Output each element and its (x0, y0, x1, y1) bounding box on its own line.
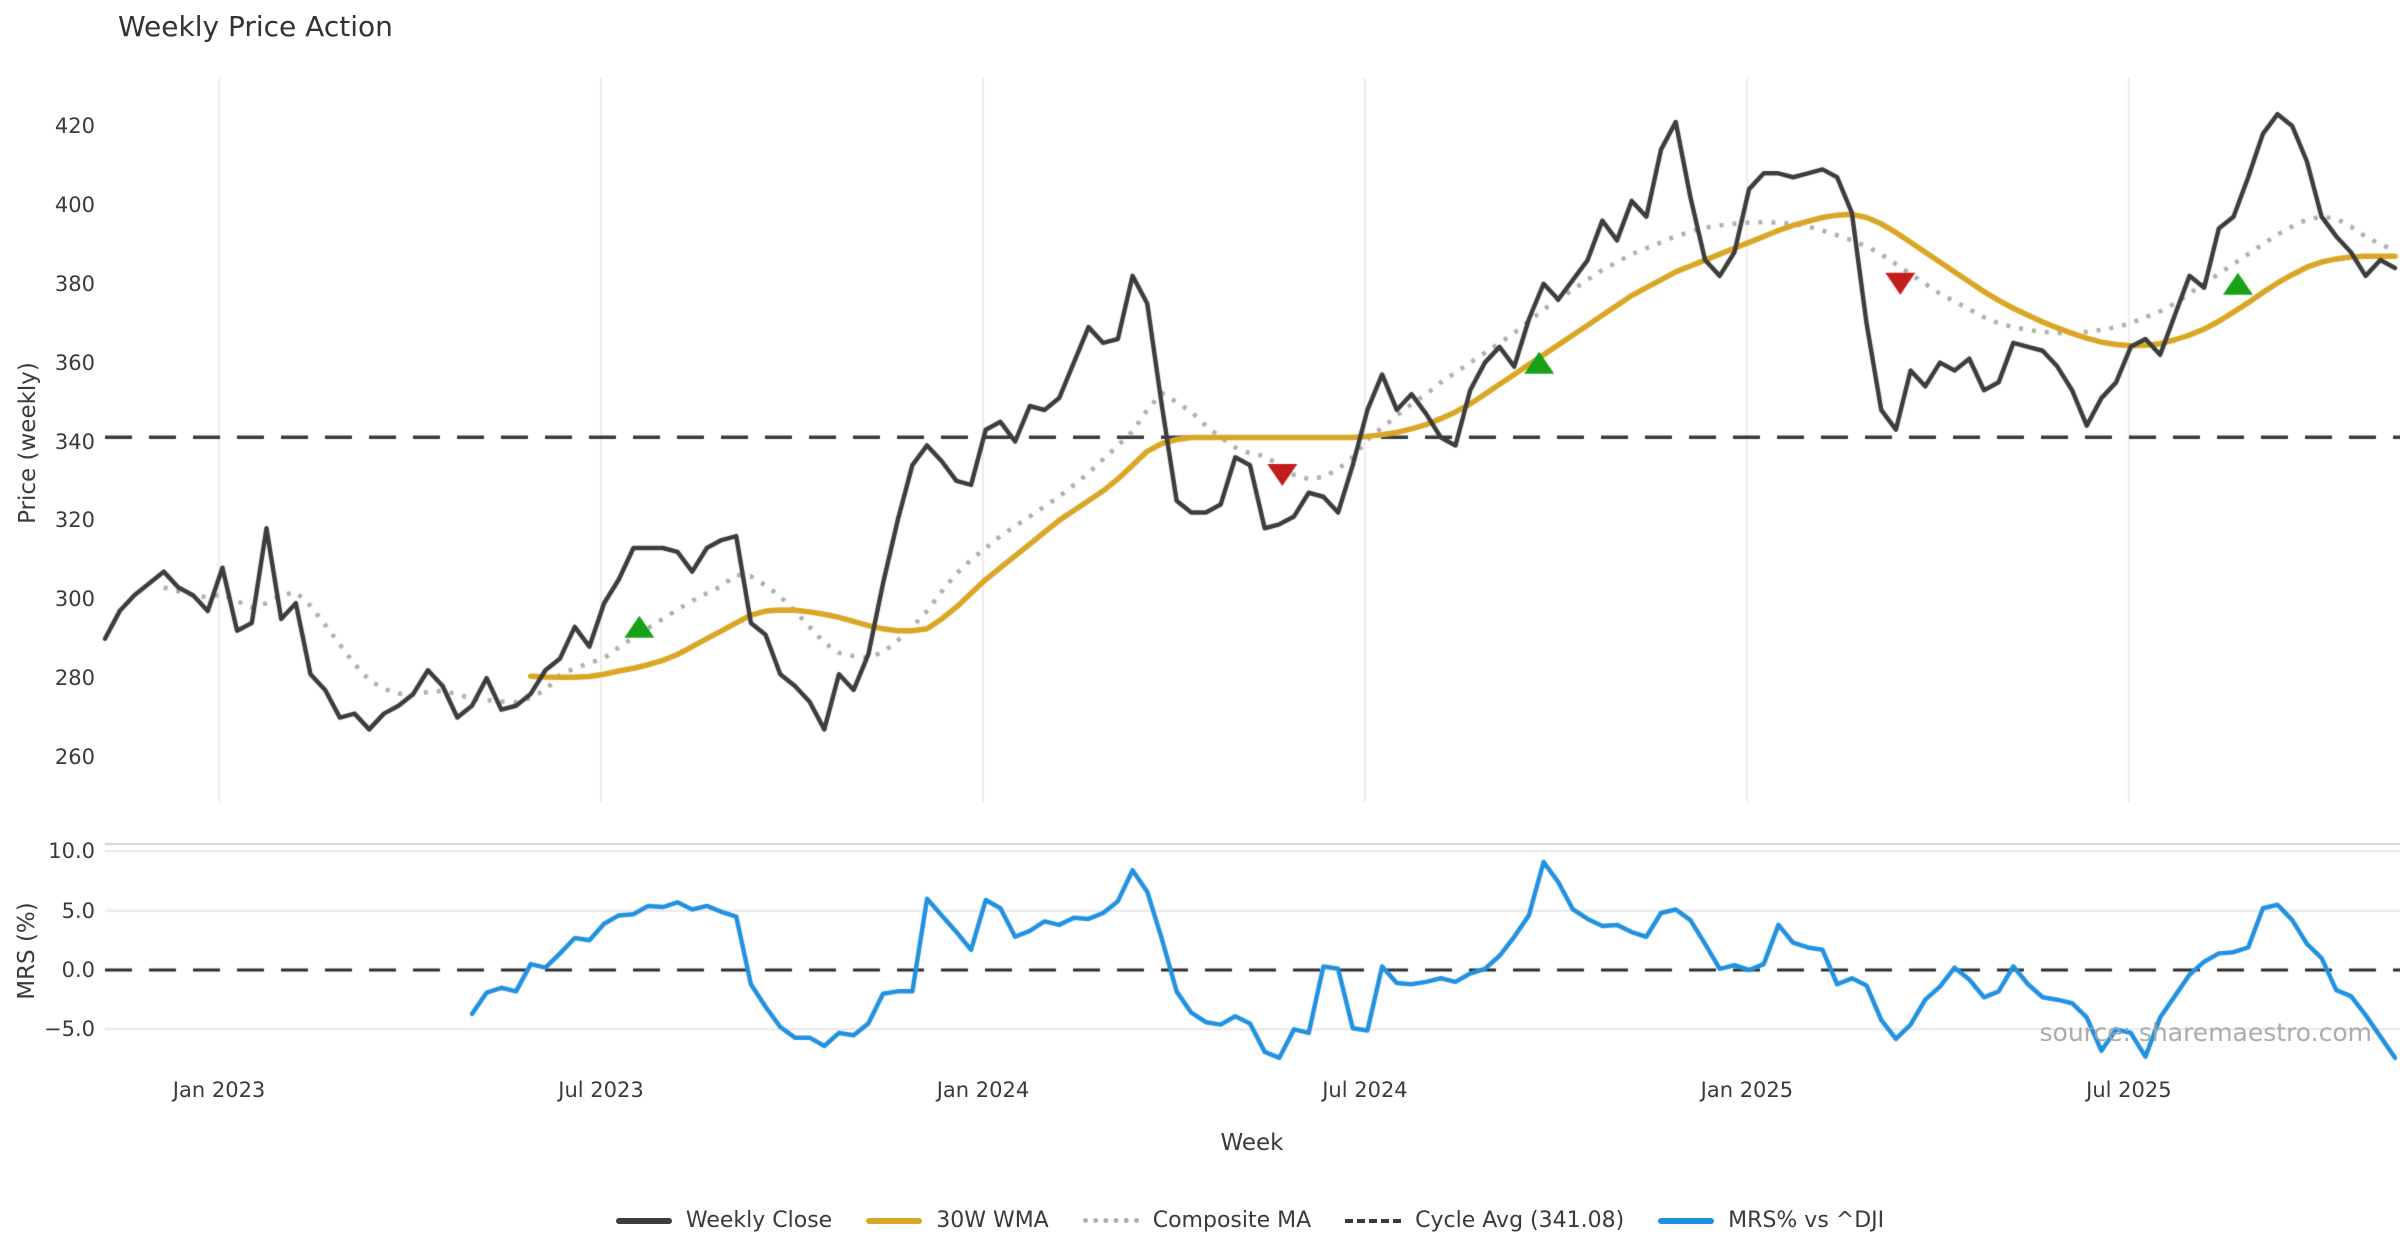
legend-item-composite-ma: Composite MA (1082, 1208, 1312, 1233)
xtick-jan-2024: Jan 2024 (936, 1078, 1030, 1102)
legend-label: Composite MA (1152, 1208, 1312, 1233)
price-ytick-300: 300 (54, 587, 95, 612)
legend-swatch-solid (1658, 1217, 1715, 1224)
mrs-ytick--5: −5.0 (44, 1017, 95, 1042)
price-ytick-360: 360 (54, 350, 95, 375)
legend-swatch-dotted (1082, 1218, 1139, 1223)
xtick-jan-2023: Jan 2023 (172, 1078, 266, 1102)
xtick-jul-2025: Jul 2025 (2086, 1078, 2172, 1102)
mrs-ytick-0: 0.0 (61, 958, 95, 982)
legend-swatch-dashed (1345, 1218, 1402, 1223)
price-ytick-260: 260 (54, 745, 95, 769)
price-ytick-400: 400 (54, 192, 95, 217)
legend-swatch-solid (866, 1217, 923, 1224)
xtick-jul-2023: Jul 2023 (558, 1078, 644, 1102)
chart-title: Weekly Price Action (118, 10, 393, 43)
x-axis-label: Week (1220, 1130, 1284, 1156)
legend-item-weekly-close: Weekly Close (615, 1208, 833, 1233)
xtick-jul-2024: Jul 2024 (1322, 1078, 1408, 1102)
legend-label: 30W WMA (936, 1208, 1049, 1233)
mrs-ytick-5: 5.0 (61, 898, 95, 923)
legend: Weekly Close 30W WMA Composite MA Cycle Avg… (105, 1208, 2395, 1233)
legend-label: Cycle Avg (341.08) (1415, 1208, 1625, 1233)
price-ytick-320: 320 (54, 508, 95, 533)
legend-item-mrs-vs-dji: MRS% vs ^DJI (1658, 1208, 1884, 1233)
price-ytick-280: 280 (54, 666, 95, 691)
legend-swatch-solid (615, 1217, 672, 1224)
price-ytick-340: 340 (54, 429, 95, 454)
price-ytick-380: 380 (54, 271, 95, 296)
watermark: source: sharemaestro.com (2039, 1018, 2373, 1047)
mrs-ytick-10: 10.0 (48, 839, 95, 864)
legend-label: Weekly Close (685, 1208, 833, 1233)
legend-label: MRS% vs ^DJI (1728, 1208, 1885, 1233)
price-ytick-420: 420 (54, 114, 95, 138)
legend-item-cycle-avg-341-08-: Cycle Avg (341.08) (1345, 1208, 1624, 1233)
legend-item-30w-wma: 30W WMA (866, 1208, 1049, 1233)
xtick-jan-2025: Jan 2025 (1700, 1078, 1794, 1102)
